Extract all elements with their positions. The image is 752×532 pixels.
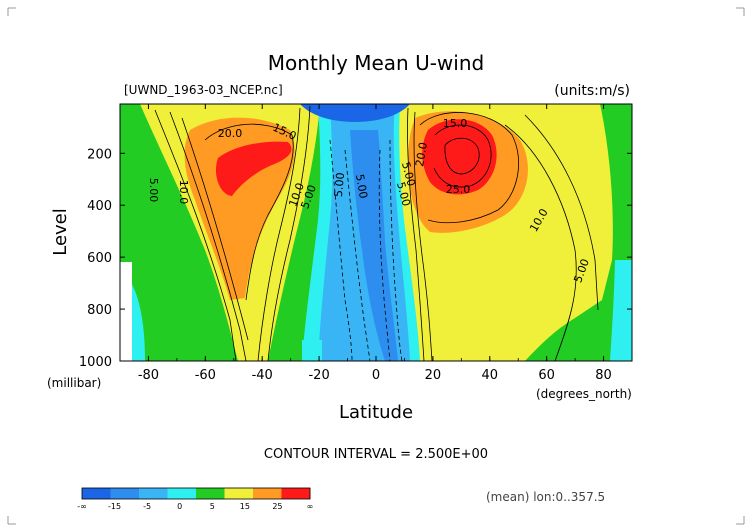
colorbar-swatch	[110, 488, 140, 499]
y-tick-label: 1000	[79, 355, 112, 370]
field-band-cyan-north-surface	[610, 260, 632, 361]
colorbar-swatch	[253, 488, 282, 499]
colorbar-label: -15	[108, 502, 121, 511]
crop-marks	[7, 7, 745, 525]
colorbar: -∞ -15 -5 0 5 15 25 ∞	[77, 487, 314, 511]
x-tick-label: -40	[252, 368, 273, 383]
colorbar-swatch	[167, 488, 197, 499]
colorbar-label: 0	[177, 502, 182, 511]
x-tick-label: -60	[195, 368, 216, 383]
colorbar-label: 25	[272, 502, 282, 511]
footer-note: (mean) lon:0..357.5	[486, 490, 605, 504]
file-label: [UWND_1963-03_NCEP.nc]	[124, 83, 283, 97]
colorbar-label: -∞	[77, 502, 87, 511]
colorbar-label: 5	[210, 502, 215, 511]
contour-interval: CONTOUR INTERVAL = 2.500E+00	[264, 447, 488, 462]
field-band-deepblue-top	[300, 104, 410, 122]
contour-label: 5.00	[147, 178, 160, 203]
contour-label: 5.00	[332, 172, 347, 198]
field-band-cyan-surface	[302, 340, 322, 361]
colorbar-label: -5	[143, 502, 151, 511]
x-tick-label: -20	[308, 368, 329, 383]
colorbar-swatch	[224, 488, 254, 499]
y-tick-label: 800	[87, 303, 112, 318]
colorbar-frame	[81, 487, 311, 500]
field-band-red-south	[215, 141, 292, 196]
chart-title: Monthly Mean U-wind	[268, 51, 484, 75]
y-axis-units: (millibar)	[47, 376, 101, 390]
contour-lines-dashed	[329, 139, 403, 361]
x-axis-units: (degrees_north)	[536, 387, 632, 401]
contour-label: 20.0	[413, 141, 430, 167]
x-axis-label: Latitude	[339, 402, 413, 423]
x-tick-label: 20	[425, 368, 442, 383]
units-label: (units:m/s)	[554, 83, 630, 99]
colorbar-swatch	[281, 488, 311, 499]
x-tick-label: 60	[538, 368, 555, 383]
colorbar-swatch	[139, 488, 168, 499]
contour-label: 20.0	[218, 127, 243, 140]
x-axis: -80 -60 -40 -20 0 20 40 60 80	[119, 104, 633, 383]
y-tick-label: 200	[87, 147, 112, 162]
x-tick-label: -80	[138, 368, 159, 383]
contour-label: 15.0	[443, 117, 468, 130]
x-tick-label: 0	[372, 368, 380, 383]
contour-label: 5.00	[394, 181, 413, 208]
y-axis: 200 400 600 800 1000	[79, 147, 632, 370]
contour-lines	[154, 105, 599, 361]
x-tick-label: 40	[482, 368, 499, 383]
colorbar-label: ∞	[307, 502, 314, 511]
contour-label: 5.00	[353, 173, 370, 199]
plot-area	[120, 104, 632, 361]
x-tick-label: 80	[595, 368, 612, 383]
field-band-blue-eq	[350, 130, 398, 361]
colorbar-swatch	[82, 488, 111, 499]
y-tick-label: 400	[87, 199, 112, 214]
colorbar-swatch	[196, 488, 225, 499]
contour-label: 25.0	[446, 183, 471, 196]
contour-label: 5.00	[399, 161, 418, 188]
y-axis-label: Level	[50, 208, 71, 256]
field-band-red-north	[422, 119, 497, 195]
contour-label: 10.0	[177, 180, 190, 205]
field-missing-south	[120, 262, 132, 361]
y-tick-label: 600	[87, 251, 112, 266]
colorbar-label: 15	[240, 502, 250, 511]
